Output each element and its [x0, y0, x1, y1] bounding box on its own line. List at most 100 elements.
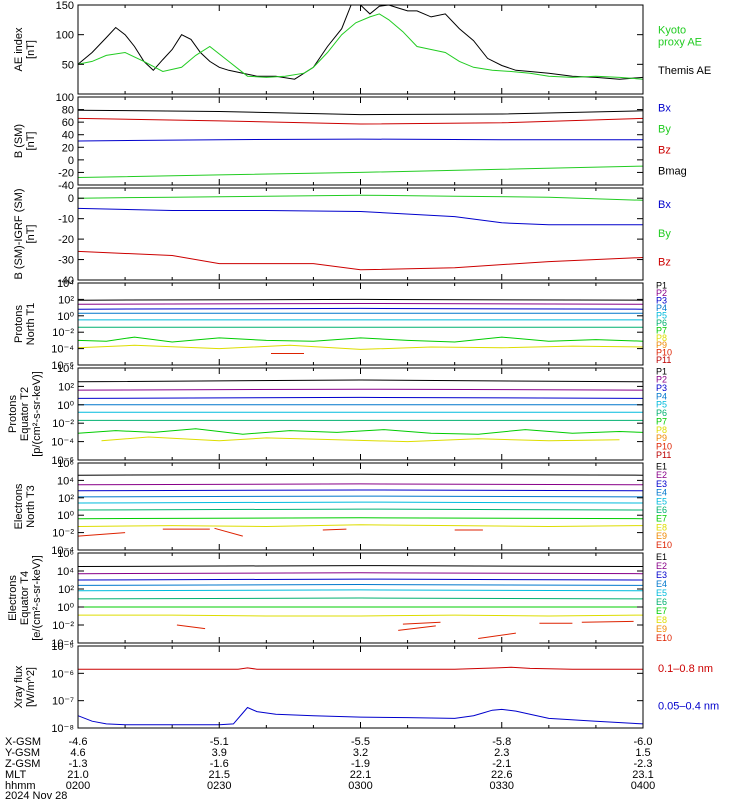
- x-axis-row-value: 23.1: [632, 769, 653, 781]
- series-0-05-0-4-nm-line: [77, 706, 644, 726]
- series-e6-line: [77, 508, 644, 511]
- channel-label: P10: [656, 442, 672, 452]
- y-tick-label: 10²: [58, 493, 74, 505]
- channel-label: P4: [656, 391, 667, 401]
- y-tick-label: -10: [58, 214, 74, 226]
- x-axis-row-value: 3.9: [212, 747, 227, 759]
- y-tick-label: -20: [58, 234, 74, 246]
- y-tick-label: 10⁻⁶: [51, 668, 74, 680]
- x-axis-row-value: 0300: [348, 780, 372, 792]
- y-tick-label: 10⁴: [57, 363, 74, 375]
- y-tick-label: 10⁴: [57, 475, 74, 487]
- y-axis-label: [W/m^2]: [25, 667, 37, 707]
- series-themis-ae-line: [77, 4, 644, 80]
- y-tick-label: 10⁶: [57, 458, 74, 470]
- legend-label: Bz: [658, 145, 671, 157]
- x-axis-row-value: -5.5: [351, 736, 370, 748]
- channel-label: E10: [656, 633, 672, 643]
- x-axis-row-label: MLT: [5, 769, 26, 781]
- series-p8-line: [77, 344, 644, 350]
- series-e6-line: [77, 597, 644, 600]
- y-axis-label: B (SM)-IGRF (SM): [13, 188, 25, 279]
- x-axis-row-value: 0400: [631, 780, 655, 792]
- x-axis-row-value: -1.9: [351, 758, 370, 770]
- x-axis-row-value: -1.3: [69, 758, 88, 770]
- legend-label: 0.05–0.4 nm: [658, 700, 719, 712]
- y-tick-label: 10⁶: [57, 548, 74, 560]
- y-tick-label: 10²: [58, 584, 74, 596]
- y-axis-label: B (SM): [13, 124, 25, 158]
- panel-frame: [77, 187, 644, 281]
- channel-label: P7: [656, 416, 667, 426]
- channel-label: E4: [656, 488, 667, 498]
- channel-label: P5: [656, 400, 667, 410]
- legend-label: Kyoto: [658, 24, 686, 36]
- y-tick-label: 10⁰: [57, 400, 74, 412]
- series-e5-line: [77, 501, 644, 504]
- channel-label: E7: [656, 606, 667, 616]
- channel-label: P9: [656, 340, 667, 350]
- y-tick-label: 10⁻²: [52, 418, 74, 430]
- series-0-1-0-8-nm-line: [78, 666, 643, 670]
- y-tick-label: 60: [62, 117, 74, 129]
- y-tick-label: 10⁻⁴: [51, 344, 74, 356]
- x-axis-row-value: -5.1: [210, 736, 229, 748]
- panel-frame: [77, 282, 644, 366]
- channel-label: P1: [656, 281, 667, 291]
- legend-label: By: [658, 124, 671, 136]
- x-axis-row-value: -1.6: [210, 758, 229, 770]
- series-p2-line: [77, 388, 644, 391]
- legend-label: Bx: [658, 199, 671, 211]
- y-axis-label: Protons: [13, 305, 25, 343]
- y-tick-label: 0: [68, 155, 74, 167]
- y-tick-label: 10⁻²: [52, 528, 74, 540]
- channel-label: P6: [656, 408, 667, 418]
- series-p7-line: [77, 428, 644, 435]
- channel-label: P11: [656, 355, 671, 365]
- y-tick-label: 10⁴: [57, 566, 74, 578]
- channel-label: E3: [656, 479, 667, 489]
- channel-label: E2: [656, 561, 667, 571]
- y-axis-label: Equator T2: [19, 387, 31, 441]
- y-tick-label: 150: [56, 0, 74, 12]
- y-tick-label: 10⁻⁶: [51, 360, 74, 372]
- series-e4-line: [77, 583, 644, 586]
- legend-label: Bx: [658, 103, 671, 115]
- legend-label: proxy AE: [658, 36, 702, 48]
- x-axis-table: X-GSM -4.6 -5.1 -5.5 -5.8 -6.0 Y-GSM 4.6 3.9 3.2 2…: [5, 736, 655, 800]
- y-tick-label: 10²: [58, 381, 74, 393]
- x-axis-row-value: -2.3: [634, 758, 653, 770]
- channel-label: P8: [656, 333, 667, 343]
- x-axis-row-label: hhmm: [5, 780, 36, 792]
- channel-label: E4: [656, 579, 667, 589]
- series-p3-line: [77, 307, 644, 310]
- y-tick-label: 10⁻⁴: [51, 545, 74, 557]
- x-axis-row-value: 0330: [490, 780, 514, 792]
- legend-label: Themis AE: [658, 65, 711, 77]
- x-axis-row-value: 2.3: [494, 747, 509, 759]
- channel-label: E5: [656, 496, 667, 506]
- series-e8-line: [77, 524, 644, 528]
- panel-7: 10⁻⁴ 10⁻² 10⁰ 10² 10⁴ 10⁶ Electrons Equator T4[…: [7, 548, 672, 650]
- y-axis-label: North T1: [25, 303, 37, 346]
- y-axis-label: North T3: [25, 485, 37, 528]
- x-axis-row-value: 21.5: [209, 769, 230, 781]
- channel-label: P2: [656, 375, 667, 385]
- x-axis-row-value: -6.0: [634, 736, 653, 748]
- channel-label: E2: [656, 470, 667, 480]
- y-axis-label: Xray flux: [13, 665, 25, 708]
- series-p2-line: [77, 302, 644, 305]
- x-axis-row-label: Y-GSM: [5, 747, 40, 759]
- y-axis-label: Electrons: [7, 575, 19, 621]
- series-e2-line: [77, 572, 644, 575]
- series-e4-line: [77, 495, 644, 498]
- y-tick-label: 80: [62, 105, 74, 117]
- series-bx-line: [77, 138, 643, 142]
- channel-label: P11: [656, 450, 671, 460]
- series-p1-line: [77, 379, 644, 383]
- channel-label: E9: [656, 531, 667, 541]
- channel-label: E1: [656, 462, 667, 472]
